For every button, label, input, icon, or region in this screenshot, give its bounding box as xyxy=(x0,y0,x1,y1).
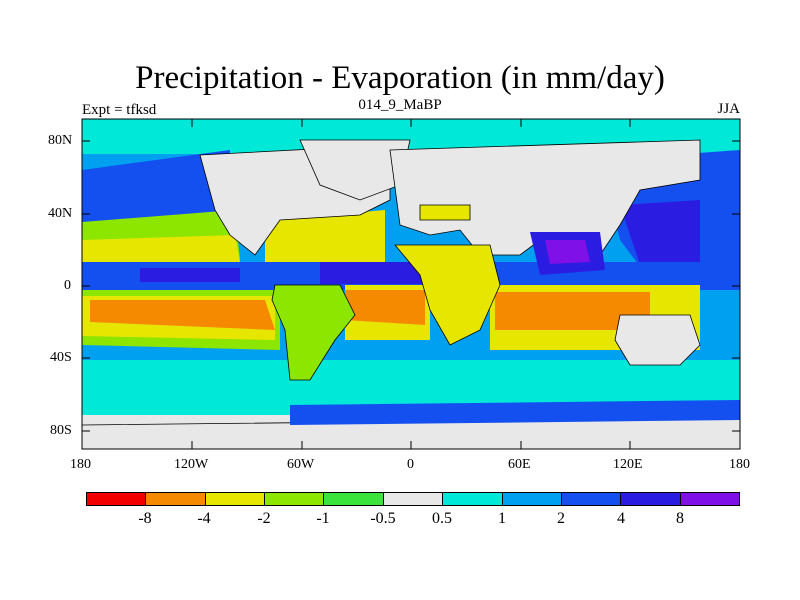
itcz-core xyxy=(140,268,240,282)
colorbar-box-5 xyxy=(324,493,384,505)
season-label: JJA xyxy=(717,101,740,117)
colorbar-label-1: -8 xyxy=(138,510,152,527)
experiment-label: Expt = tfksd xyxy=(82,102,157,118)
ytick-0: 0 xyxy=(64,278,71,293)
xtick-120w: 120W xyxy=(174,457,209,472)
ytick-40s: 40S xyxy=(50,350,72,365)
xtick-0: 0 xyxy=(407,457,414,472)
colorbar-label-8: 2 xyxy=(557,510,565,527)
colorbar-label-5: -0.5 xyxy=(370,510,396,527)
colorbar-box-4 xyxy=(265,493,325,505)
itcz-atlantic xyxy=(320,262,430,284)
colorbar-label-7: 1 xyxy=(498,510,506,527)
south-america xyxy=(271,284,356,381)
xtick-180-left: 180 xyxy=(70,457,91,472)
xtick-120e: 120E xyxy=(613,457,643,472)
colorbar-box-1 xyxy=(87,493,147,505)
ytick-80s: 80S xyxy=(50,423,72,438)
colorbar-label-9: 4 xyxy=(617,510,625,527)
south-pacific-orange xyxy=(90,300,275,330)
australia xyxy=(614,314,701,366)
africa xyxy=(394,244,501,346)
south-atlantic-orange xyxy=(345,290,425,325)
indian-ocean-orange xyxy=(495,292,650,330)
mediterranean-yellow xyxy=(419,204,471,221)
xtick-60e: 60E xyxy=(508,457,531,472)
map-subtitle-center: 014_9_MaBP xyxy=(358,97,442,113)
colorbar-box-3 xyxy=(205,493,266,505)
colorbar-label-6: 0.5 xyxy=(432,510,452,527)
xtick-180-right: 180 xyxy=(729,457,750,472)
colorbar-box-8 xyxy=(502,493,562,505)
colorbar-box-2 xyxy=(146,493,206,505)
colorbar-box-7 xyxy=(443,493,503,505)
colorbar-label-3: -2 xyxy=(257,510,271,527)
colorbar xyxy=(86,492,740,506)
colorbar-label-10: 8 xyxy=(676,510,684,527)
south-asia-violet xyxy=(545,240,590,264)
colorbar-box-9 xyxy=(561,493,622,505)
greenland xyxy=(299,139,411,201)
colorbar-box-10 xyxy=(621,493,681,505)
north-pacific-yellow xyxy=(82,235,240,268)
colorbar-label-4: -1 xyxy=(316,510,330,527)
north-atlantic-dry xyxy=(265,210,385,262)
southern-ocean-blue xyxy=(290,400,740,425)
colorbar-label-2: -4 xyxy=(197,510,211,527)
north-pacific-blue xyxy=(82,150,230,230)
northwest-pacific-violet xyxy=(620,200,700,270)
ytick-40n: 40N xyxy=(48,206,73,221)
colorbar-box-11 xyxy=(680,493,739,505)
ytick-80n: 80N xyxy=(48,133,73,148)
xtick-60w: 60W xyxy=(287,457,315,472)
axis-ticks xyxy=(81,119,741,449)
map-title: Precipitation - Evaporation (in mm/day) xyxy=(135,60,665,96)
colorbar-box-6 xyxy=(383,493,444,505)
